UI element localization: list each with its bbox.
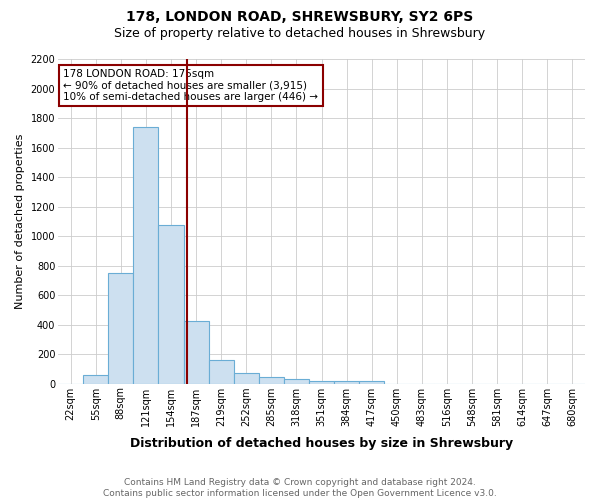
Text: Contains HM Land Registry data © Crown copyright and database right 2024.
Contai: Contains HM Land Registry data © Crown c…	[103, 478, 497, 498]
X-axis label: Distribution of detached houses by size in Shrewsbury: Distribution of detached houses by size …	[130, 437, 513, 450]
Bar	[259, 377, 284, 384]
Bar	[209, 360, 234, 384]
Bar	[133, 127, 158, 384]
Text: Size of property relative to detached houses in Shrewsbury: Size of property relative to detached ho…	[115, 28, 485, 40]
Text: 178 LONDON ROAD: 175sqm
← 90% of detached houses are smaller (3,915)
10% of semi: 178 LONDON ROAD: 175sqm ← 90% of detache…	[64, 68, 319, 102]
Y-axis label: Number of detached properties: Number of detached properties	[15, 134, 25, 309]
Bar	[334, 382, 359, 384]
Bar	[158, 225, 184, 384]
Bar	[234, 372, 259, 384]
Text: 178, LONDON ROAD, SHREWSBURY, SY2 6PS: 178, LONDON ROAD, SHREWSBURY, SY2 6PS	[127, 10, 473, 24]
Bar	[108, 273, 133, 384]
Bar	[359, 382, 384, 384]
Bar	[309, 380, 334, 384]
Bar	[184, 321, 209, 384]
Bar	[83, 375, 108, 384]
Bar	[284, 379, 309, 384]
